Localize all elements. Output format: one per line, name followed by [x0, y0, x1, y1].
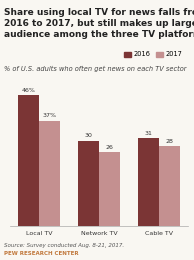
Bar: [39, 121, 60, 226]
Bar: [78, 141, 99, 226]
Bar: [99, 152, 120, 226]
Text: % of U.S. adults who: % of U.S. adults who: [4, 66, 75, 72]
Text: 37%: 37%: [42, 113, 56, 119]
Text: Source: Survey conducted Aug. 8-21, 2017.: Source: Survey conducted Aug. 8-21, 2017…: [4, 243, 124, 248]
Bar: [138, 138, 159, 226]
Legend: 2016, 2017: 2016, 2017: [122, 49, 185, 60]
Text: 28: 28: [166, 139, 173, 144]
Text: 31: 31: [145, 131, 152, 135]
Text: % of U.S. adults who often get news on each TV sector: % of U.S. adults who often get news on e…: [4, 66, 186, 72]
Text: PEW RESEARCH CENTER: PEW RESEARCH CENTER: [4, 251, 79, 256]
Text: 30: 30: [84, 133, 92, 138]
Text: Share using local TV for news falls from
2016 to 2017, but still makes up larges: Share using local TV for news falls from…: [4, 8, 194, 39]
Bar: [159, 146, 180, 226]
Text: 46%: 46%: [21, 88, 35, 93]
Text: 26: 26: [106, 145, 113, 150]
Text: % of U.S. adults who often: % of U.S. adults who often: [4, 66, 92, 72]
Bar: [18, 95, 39, 226]
